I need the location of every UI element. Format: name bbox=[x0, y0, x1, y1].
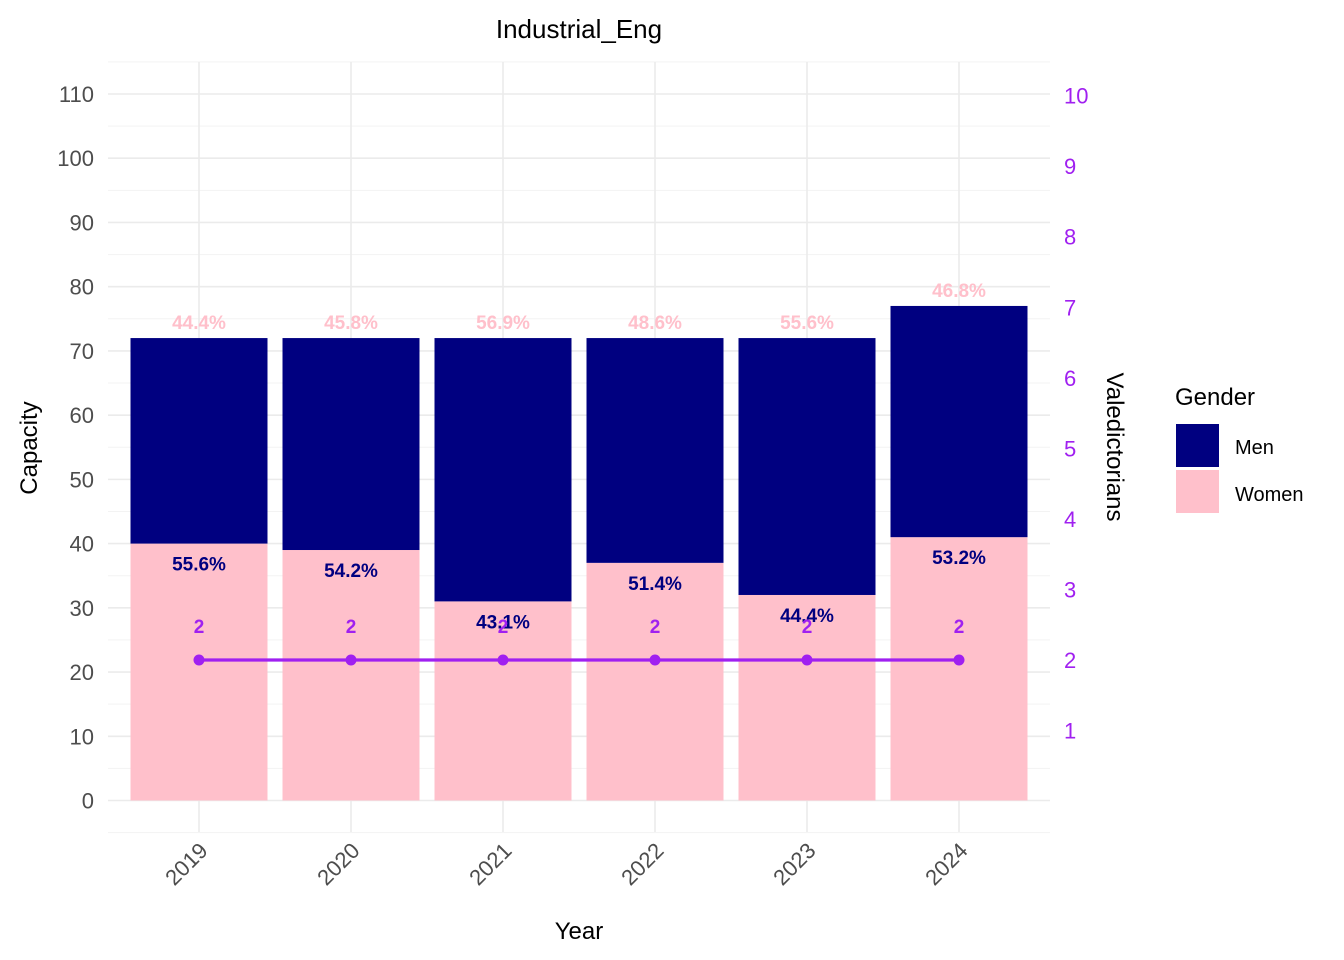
valedictorian-point-2020 bbox=[345, 654, 357, 666]
bar-labels: 55.6% 44.4% 54.2% 45.8% 43.1% 56.9% 51.4% 48.6%… bbox=[172, 281, 986, 633]
valedictorian-point-2024 bbox=[953, 654, 965, 666]
label-women-pct-2024: 53.2% bbox=[932, 548, 986, 569]
y-tick-label: 70 bbox=[70, 339, 94, 364]
bar-women-2021 bbox=[434, 601, 572, 801]
valedictorian-label-2021: 2 bbox=[498, 617, 509, 638]
legend-title: Gender bbox=[1175, 384, 1255, 411]
label-men-pct-2019: 44.4% bbox=[172, 313, 226, 334]
bar-men-2022 bbox=[586, 338, 724, 563]
legend-label-women: Women bbox=[1235, 484, 1304, 506]
label-women-pct-2019: 55.6% bbox=[172, 555, 226, 576]
label-men-pct-2020: 45.8% bbox=[324, 313, 378, 334]
valedictorian-label-2020: 2 bbox=[346, 617, 357, 638]
y-tick-label: 100 bbox=[57, 146, 94, 171]
x-axis: 2019 2020 2021 2022 2023 2024 bbox=[160, 838, 972, 890]
bar-men-2021 bbox=[434, 338, 572, 602]
legend-swatch-men bbox=[1176, 424, 1219, 467]
y2-tick-label: 10 bbox=[1064, 84, 1088, 109]
valedictorian-point-2022 bbox=[649, 654, 661, 666]
bar-men-2024 bbox=[890, 305, 1028, 538]
x-axis-title: Year bbox=[555, 918, 604, 945]
valedictorian-point-2021 bbox=[497, 654, 509, 666]
y-axis-left: 0 10 20 30 40 50 60 70 80 90 100 110 bbox=[57, 82, 94, 813]
valedictorian-label-2019: 2 bbox=[194, 617, 205, 638]
bar-women-2024 bbox=[890, 537, 1028, 801]
label-men-pct-2024: 46.8% bbox=[932, 281, 986, 302]
label-men-pct-2021: 56.9% bbox=[476, 313, 530, 334]
y2-tick-label: 4 bbox=[1064, 507, 1076, 532]
bar-men-2023 bbox=[738, 338, 876, 595]
valedictorian-point-2023 bbox=[801, 654, 813, 666]
valedictorian-point-2019 bbox=[193, 654, 205, 666]
label-men-pct-2022: 48.6% bbox=[628, 313, 682, 334]
y-tick-label: 20 bbox=[70, 660, 94, 685]
y-tick-label: 10 bbox=[70, 724, 94, 749]
bar-men-2020 bbox=[282, 338, 420, 551]
label-men-pct-2023: 55.6% bbox=[780, 313, 834, 334]
y2-tick-label: 2 bbox=[1064, 648, 1076, 673]
x-tick-label: 2024 bbox=[920, 838, 972, 890]
y2-axis-title: Valedictorians bbox=[1101, 373, 1128, 522]
valedictorian-line: 2 2 2 2 2 2 bbox=[193, 617, 965, 666]
label-women-pct-2023: 44.4% bbox=[780, 606, 834, 627]
bar-women-2023 bbox=[738, 594, 876, 801]
x-tick-label: 2021 bbox=[464, 838, 516, 890]
legend: Gender Men Women bbox=[1175, 384, 1304, 513]
label-women-pct-2021: 43.1% bbox=[476, 612, 530, 633]
y-axis-right: 1 2 3 4 5 6 7 8 9 10 bbox=[1064, 84, 1088, 744]
y2-tick-label: 5 bbox=[1064, 436, 1076, 461]
y2-tick-label: 3 bbox=[1064, 577, 1076, 602]
y2-tick-label: 8 bbox=[1064, 225, 1076, 250]
y2-tick-label: 9 bbox=[1064, 154, 1076, 179]
y-tick-label: 80 bbox=[70, 275, 94, 300]
chart-title: Industrial_Eng bbox=[496, 14, 662, 44]
bar-men-2019 bbox=[130, 338, 268, 544]
bars bbox=[130, 305, 1028, 801]
y-tick-label: 60 bbox=[70, 403, 94, 428]
x-tick-label: 2019 bbox=[160, 838, 212, 890]
bar-women-2020 bbox=[282, 550, 420, 801]
y-tick-label: 30 bbox=[70, 596, 94, 621]
y-tick-label: 110 bbox=[59, 82, 94, 107]
x-tick-label: 2023 bbox=[768, 838, 820, 890]
label-women-pct-2022: 51.4% bbox=[628, 574, 682, 595]
bar-women-2022 bbox=[586, 562, 724, 801]
x-tick-label: 2020 bbox=[312, 838, 364, 890]
y-tick-label: 0 bbox=[82, 789, 94, 814]
valedictorian-label-2022: 2 bbox=[650, 617, 661, 638]
label-women-pct-2020: 54.2% bbox=[324, 561, 378, 582]
y2-tick-label: 6 bbox=[1064, 366, 1076, 391]
y-tick-label: 40 bbox=[70, 532, 94, 557]
y2-tick-label: 7 bbox=[1064, 295, 1076, 320]
x-tick-label: 2022 bbox=[616, 838, 668, 890]
valedictorian-label-2023: 2 bbox=[802, 617, 813, 638]
y-tick-label: 50 bbox=[70, 467, 94, 492]
y-axis-title: Capacity bbox=[16, 401, 43, 494]
legend-swatch-women bbox=[1176, 470, 1219, 513]
legend-label-men: Men bbox=[1235, 437, 1274, 459]
y2-tick-label: 1 bbox=[1064, 719, 1076, 744]
bar-women-2019 bbox=[130, 543, 268, 801]
valedictorian-label-2024: 2 bbox=[954, 617, 965, 638]
y-tick-label: 90 bbox=[70, 210, 94, 235]
